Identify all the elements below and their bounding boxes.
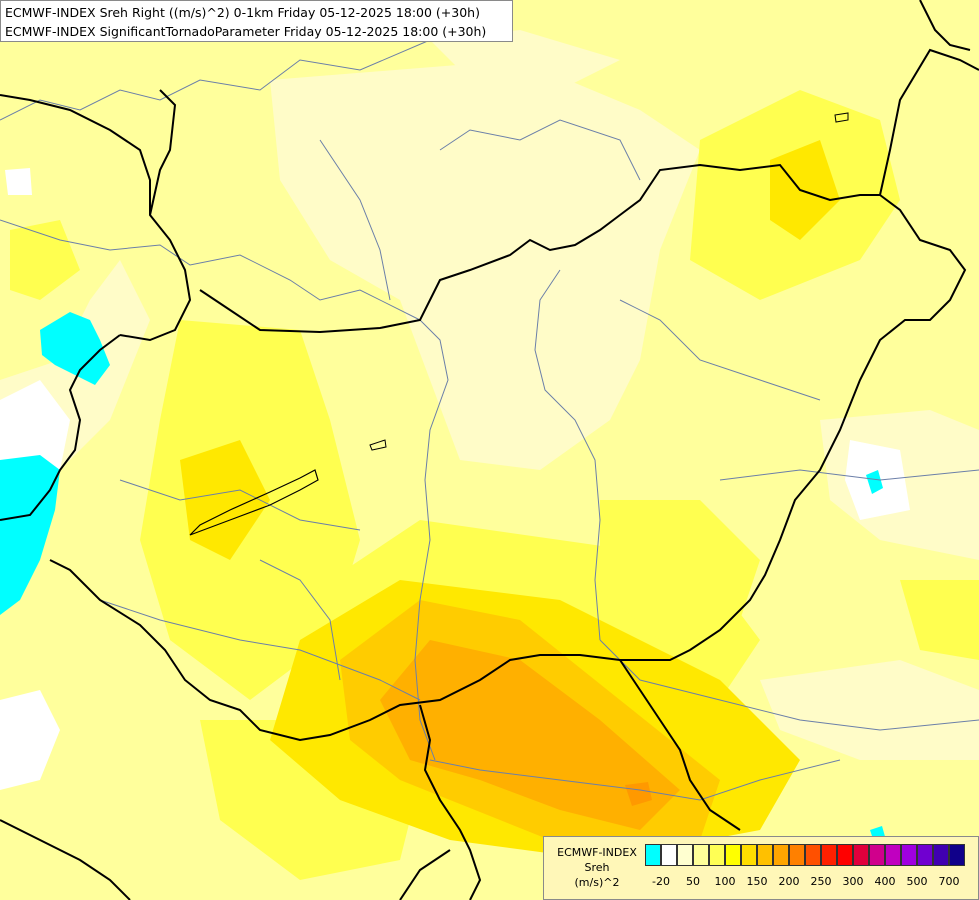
legend-swatch — [789, 844, 805, 866]
field-medium-east — [600, 500, 760, 640]
legend-swatches — [645, 844, 965, 866]
field-negative-west-upper — [40, 312, 110, 385]
legend-tick-label: 500 — [906, 875, 928, 888]
field-orange — [380, 640, 680, 830]
legend-swatch — [949, 844, 965, 866]
legend-swatch — [645, 844, 661, 866]
legend-tick-label: 50 — [686, 875, 700, 888]
legend-swatch — [693, 844, 709, 866]
legend-tick-label: 150 — [746, 875, 768, 888]
legend-swatch — [773, 844, 789, 866]
title-line-sreh: ECMWF-INDEX Sreh Right ((m/s)^2) 0-1km F… — [5, 5, 480, 20]
legend-swatch — [901, 844, 917, 866]
small-lake-1 — [369, 439, 387, 451]
field-medium-far-east — [900, 580, 979, 660]
legend-tick-label: 200 — [778, 875, 800, 888]
legend-tick-label: 100 — [714, 875, 736, 888]
legend-tick-label: -20 — [652, 875, 670, 888]
legend-swatch — [821, 844, 837, 866]
legend-tick-label: 400 — [874, 875, 896, 888]
color-legend: ECMWF-INDEX Sreh (m/s)^2 -20 50 100 150 200 2… — [543, 836, 979, 900]
lake-outline — [189, 469, 319, 536]
legend-swatch — [885, 844, 901, 866]
legend-swatch — [869, 844, 885, 866]
legend-swatch — [757, 844, 773, 866]
small-lake-2 — [834, 112, 849, 123]
legend-swatch — [677, 844, 693, 866]
legend-swatch — [805, 844, 821, 866]
legend-parameter-name: ECMWF-INDEX Sreh (m/s)^2 — [550, 845, 644, 890]
field-negative-east — [866, 470, 883, 494]
legend-swatch — [709, 844, 725, 866]
legend-swatch — [933, 844, 949, 866]
legend-swatch — [741, 844, 757, 866]
legend-tick-label: 250 — [810, 875, 832, 888]
field-lightest-southeast — [760, 660, 979, 760]
field-orange-dark-core — [625, 782, 652, 806]
legend-swatch — [917, 844, 933, 866]
legend-swatch — [853, 844, 869, 866]
title-line-stp: ECMWF-INDEX SignificantTornadoParameter … — [5, 24, 487, 39]
legend-tick-labels: -20 50 100 150 200 250 300 400 500 700 — [645, 875, 975, 889]
legend-swatch — [725, 844, 741, 866]
legend-tick-label: 300 — [842, 875, 864, 888]
legend-unit: (m/s)^2 — [574, 876, 620, 889]
field-white-northwest — [5, 168, 32, 195]
legend-variable: Sreh — [584, 861, 610, 874]
map-title-box: ECMWF-INDEX Sreh Right ((m/s)^2) 0-1km F… — [0, 0, 513, 42]
legend-swatch — [661, 844, 677, 866]
legend-tick-label: 700 — [938, 875, 960, 888]
legend-source: ECMWF-INDEX — [557, 846, 637, 859]
field-lightest-north — [430, 30, 620, 90]
legend-swatch — [837, 844, 853, 866]
rivers — [0, 39, 979, 801]
field-white-southwest — [0, 690, 60, 790]
field-strong-northeast — [770, 140, 840, 240]
